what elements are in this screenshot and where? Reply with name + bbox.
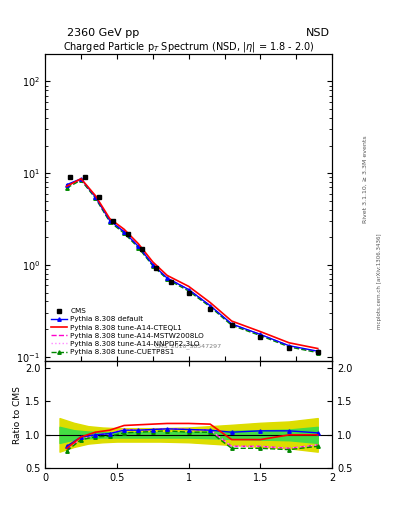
Legend: CMS, Pythia 8.308 default, Pythia 8.308 tune-A14-CTEQL1, Pythia 8.308 tune-A14-M: CMS, Pythia 8.308 default, Pythia 8.308 … [49,306,206,357]
Text: NSD: NSD [306,28,330,38]
Text: Rivet 3.1.10, ≥ 3.3M events: Rivet 3.1.10, ≥ 3.3M events [363,135,368,223]
Text: 2360 GeV pp: 2360 GeV pp [67,28,139,38]
Title: Charged Particle p$_T$ Spectrum (NSD, |$\eta$| = 1.8 - 2.0): Charged Particle p$_T$ Spectrum (NSD, |$… [63,40,314,54]
Y-axis label: Ratio to CMS: Ratio to CMS [13,386,22,444]
Text: CMS_2010_S8547297: CMS_2010_S8547297 [155,343,222,349]
Text: mcplots.cern.ch [arXiv:1306.3436]: mcplots.cern.ch [arXiv:1306.3436] [377,234,382,329]
